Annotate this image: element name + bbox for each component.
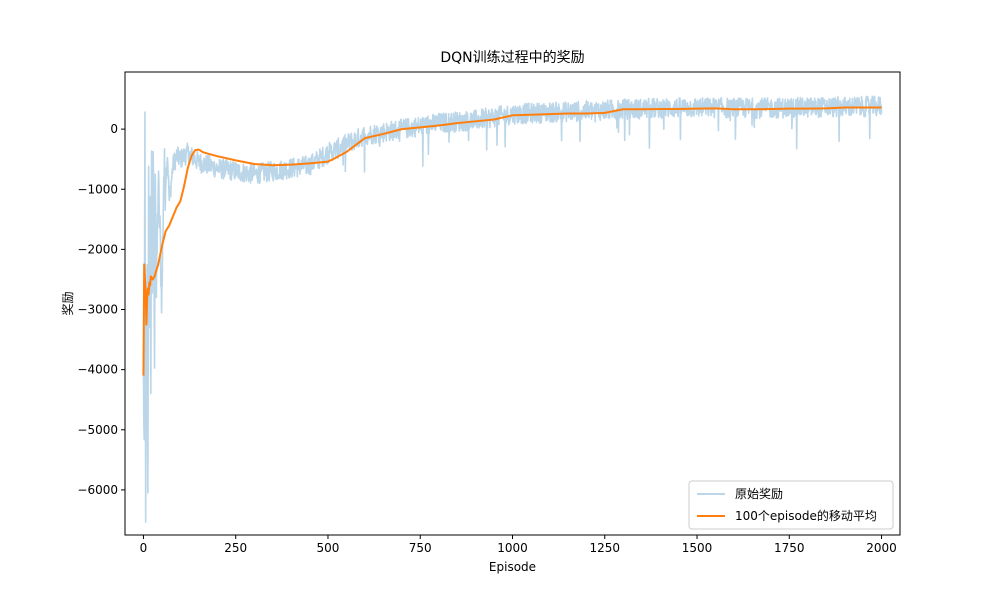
x-tick-label: 250	[224, 541, 247, 555]
y-tick-label: −2000	[77, 242, 118, 256]
x-tick-label: 1750	[774, 541, 805, 555]
x-axis-ticks: 0 250 500 750 1000 1250 1500 1750 2000	[140, 535, 897, 555]
x-tick-label: 1000	[497, 541, 528, 555]
x-tick-label: 2000	[866, 541, 897, 555]
legend: 原始奖励 100个episode的移动平均	[688, 480, 894, 530]
moving-average-line	[142, 106, 882, 376]
y-tick-label: −3000	[77, 303, 118, 317]
x-axis-label: Episode	[489, 560, 536, 574]
raw-reward-line	[142, 95, 883, 523]
y-tick-label: −5000	[77, 423, 118, 437]
legend-raw-label: 原始奖励	[735, 487, 783, 501]
raw-reward-series	[142, 95, 883, 523]
x-tick-label: 1250	[589, 541, 620, 555]
y-axis-label: 奖励	[61, 291, 75, 315]
y-tick-label: −4000	[77, 363, 118, 377]
y-tick-label: −6000	[77, 483, 118, 497]
x-tick-label: 750	[409, 541, 432, 555]
chart-title: DQN训练过程中的奖励	[440, 49, 584, 66]
y-tick-label: 0	[110, 122, 118, 136]
y-tick-label: −1000	[77, 182, 118, 196]
moving-average-series	[142, 106, 882, 376]
x-tick-label: 500	[317, 541, 340, 555]
legend-box	[688, 480, 894, 530]
x-tick-label: 0	[140, 541, 148, 555]
y-axis-ticks: 0 −1000 −2000 −3000 −4000 −5000 −6000	[77, 122, 125, 497]
legend-avg-label: 100个episode的移动平均	[735, 508, 877, 523]
x-tick-label: 1500	[682, 541, 713, 555]
